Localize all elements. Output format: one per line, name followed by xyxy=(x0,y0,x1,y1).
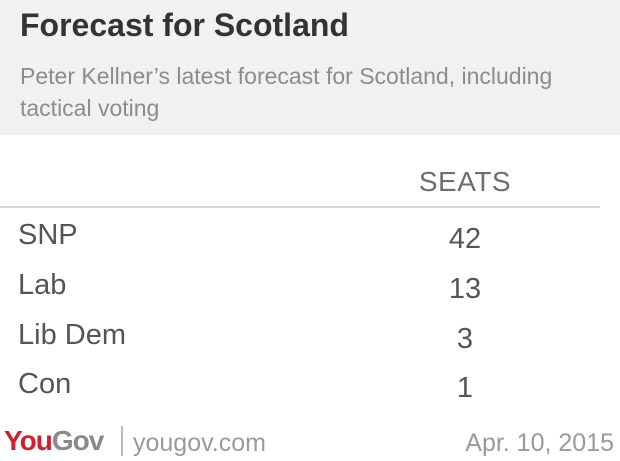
seat-count: 42 xyxy=(448,223,482,255)
table-row-snp: SNP 42 xyxy=(0,213,620,263)
site-link[interactable]: yougov.com xyxy=(133,429,266,457)
header-panel: Forecast for Scotland Peter Kellner’s la… xyxy=(0,0,620,135)
publish-date: Apr. 10, 2015 xyxy=(465,429,614,457)
seat-count: 3 xyxy=(456,323,474,355)
table-row-con: Con 1 xyxy=(0,362,620,412)
party-name: Lib Dem xyxy=(18,319,126,351)
table-row-lib-dem: Lib Dem 3 xyxy=(0,313,620,363)
table-row-lab: Lab 13 xyxy=(0,263,620,313)
logo-separator xyxy=(121,426,123,456)
logo-you: You xyxy=(4,425,53,456)
chart-subtitle: Peter Kellner’s latest forecast for Scot… xyxy=(20,63,553,121)
header-divider xyxy=(0,206,600,208)
footer: YouGov yougov.com Apr. 10, 2015 xyxy=(0,420,620,461)
party-name: Lab xyxy=(18,269,67,301)
seat-count: 13 xyxy=(448,273,482,305)
yougov-logo: YouGov xyxy=(4,425,104,457)
logo-gov: Gov xyxy=(51,425,104,456)
chart-title: Forecast for Scotland xyxy=(20,7,349,43)
seats-column-header: SEATS xyxy=(418,166,512,197)
seat-count: 1 xyxy=(456,372,474,404)
party-name: Con xyxy=(18,368,72,400)
party-name: SNP xyxy=(18,219,78,251)
